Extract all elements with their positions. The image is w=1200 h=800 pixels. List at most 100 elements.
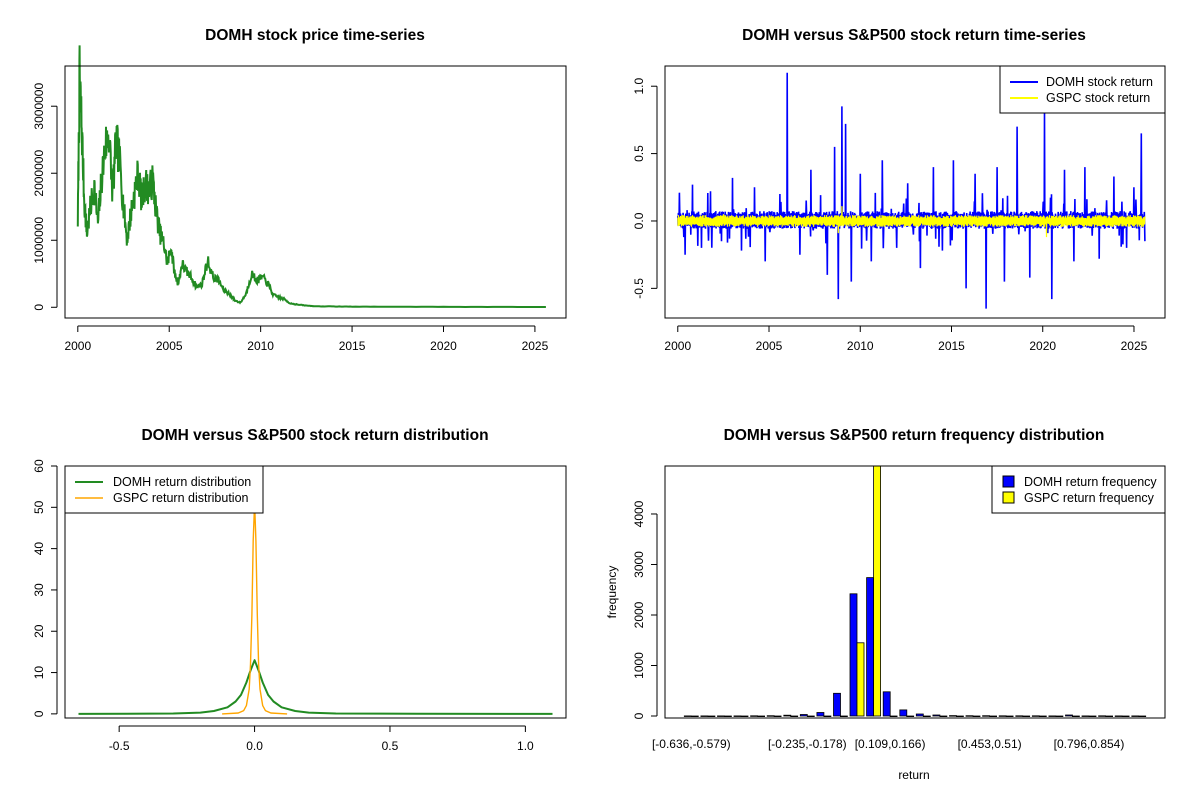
- domh-frequency-bar: [915, 713, 924, 717]
- domh-frequency-bar: [1081, 715, 1090, 717]
- frequency-y-tick-label: 3000: [632, 551, 646, 578]
- domh-frequency-bar: [833, 692, 841, 717]
- panel-density: DOMH versus S&P500 stock return distribu…: [32, 427, 567, 753]
- gspc-frequency-bar: [757, 715, 765, 718]
- return-ts-y-axis: -0.5 0.0 0.5 1.0: [632, 78, 658, 299]
- domh-frequency-bar: [998, 715, 1007, 717]
- gspc-frequency-bar: [972, 715, 981, 718]
- panel-price: DOMH stock price time-series 2000 2005 201…: [32, 27, 567, 353]
- domh-frequency-bar: [849, 593, 858, 717]
- return-ts-y-tick-label: 0.5: [632, 145, 646, 162]
- gspc-frequency-bar: [790, 715, 799, 718]
- density-x-tick-label: 0.0: [246, 739, 263, 753]
- density-y-tick-label: 0: [32, 710, 46, 717]
- frequency-y-tick-label: 1000: [632, 652, 646, 679]
- gspc-frequency-bar: [840, 715, 848, 718]
- density-x-axis: -0.5 0.0 0.5 1.0: [109, 725, 534, 753]
- density-x-tick-label: -0.5: [109, 739, 130, 753]
- gspc-frequency-bar: [1105, 715, 1113, 718]
- return-ts-plot-frame: [664, 65, 1166, 319]
- price-title: DOMH stock price time-series: [205, 27, 425, 44]
- domh-frequency-bar: [882, 691, 891, 717]
- gspc-frequency-bar: [989, 715, 997, 718]
- legend-label-gspc-frequency: GSPC return frequency: [1024, 491, 1155, 505]
- gspc-frequency-bar: [707, 715, 716, 718]
- domh-frequency-bar: [700, 715, 709, 717]
- price-y-tick-label: 1000000: [32, 217, 46, 264]
- price-x-tick-label: 2005: [156, 339, 183, 353]
- density-y-tick-label: 60: [32, 459, 46, 473]
- domh-frequency-bar: [1015, 715, 1024, 717]
- frequency-y-axis: 0 1000 2000 3000 4000: [632, 500, 658, 719]
- price-plot-frame: [64, 65, 567, 319]
- price-line: [76, 45, 546, 309]
- gspc-frequency-bar: [873, 465, 881, 717]
- return-ts-x-tick-label: 2005: [756, 339, 783, 353]
- gspc-frequency-bar: [773, 715, 782, 718]
- return-ts-y-tick-label: 0.0: [632, 212, 646, 229]
- frequency-legend: DOMH return frequency GSPC return freque…: [991, 465, 1166, 514]
- domh-frequency-bar: [932, 714, 941, 717]
- density-legend-box: [64, 465, 264, 514]
- density-y-tick-label: 40: [32, 542, 46, 556]
- gspc-frequency-bar: [856, 642, 865, 717]
- gspc-density-line: [222, 502, 288, 715]
- return-ts-series-layer: [677, 72, 1146, 309]
- domh-frequency-bar: [965, 715, 974, 717]
- return-ts-title: DOMH versus S&P500 stock return time-ser…: [742, 27, 1086, 44]
- return-ts-y-tick-label: -0.5: [632, 278, 646, 299]
- domh-frequency-bar: [750, 715, 758, 717]
- domh-frequency-bar: [1048, 715, 1057, 717]
- gspc-frequency-bar: [939, 715, 948, 718]
- gspc-frequency-bar: [1055, 715, 1064, 718]
- density-y-tick-label: 20: [32, 624, 46, 638]
- frequency-x-tick-label: [-0.235,-0.178): [768, 737, 847, 751]
- density-y-tick-label: 50: [32, 500, 46, 514]
- frequency-x-axis: [-0.636,-0.579) [-0.235,-0.178) [0.109,0.1…: [652, 737, 1124, 751]
- density-x-tick-label: 0.5: [382, 739, 399, 753]
- frequency-y-label: frequency: [605, 566, 619, 619]
- frequency-x-tick-label: [0.109,0.166): [855, 737, 926, 751]
- legend-label-domh-frequency: DOMH return frequency: [1024, 475, 1157, 489]
- domh-frequency-bar: [899, 709, 908, 717]
- gspc-frequency-bar: [1022, 715, 1031, 718]
- density-series-layer: [78, 502, 553, 715]
- domh-frequency-bar: [733, 715, 742, 717]
- domh-frequency-bar: [949, 715, 957, 717]
- domh-frequency-bar: [866, 577, 874, 717]
- domh-frequency-bar: [799, 714, 808, 717]
- gspc-frequency-bar: [922, 715, 931, 718]
- domh-frequency-bar: [783, 714, 792, 717]
- legend-swatch-gspc-frequency: [1002, 491, 1015, 504]
- domh-frequency-bar: [1031, 715, 1040, 717]
- domh-frequency-bar: [1098, 715, 1106, 717]
- gspc-frequency-bar: [806, 715, 815, 718]
- density-legend: DOMH return distribution GSPC return dis…: [64, 465, 264, 514]
- density-y-tick-label: 10: [32, 666, 46, 680]
- domh-frequency-bar: [1131, 715, 1140, 717]
- gspc-frequency-bar: [1005, 715, 1014, 718]
- density-y-axis: 0 10 20 30 40 50 60: [32, 459, 58, 717]
- frequency-x-label: return: [898, 768, 929, 782]
- gspc-frequency-bar: [1038, 715, 1047, 718]
- legend-label-domh-density: DOMH return distribution: [113, 475, 251, 489]
- domh-frequency-bar: [683, 715, 692, 717]
- domh-frequency-bar: [982, 715, 990, 717]
- domh-frequency-bar: [717, 715, 725, 717]
- price-y-tick-label: 0: [32, 304, 46, 311]
- gspc-frequency-bar: [906, 715, 915, 718]
- density-y-tick-label: 30: [32, 583, 46, 597]
- frequency-bars-layer: [683, 465, 1147, 718]
- price-x-axis: 2000 2005 2010 2015 2020 2025: [64, 325, 549, 353]
- price-y-tick-label: 3000000: [32, 83, 46, 130]
- domh-density-line: [78, 659, 553, 715]
- density-plot-frame: [64, 465, 567, 719]
- return-ts-x-tick-label: 2025: [1121, 339, 1148, 353]
- price-y-tick-label: 2000000: [32, 150, 46, 197]
- domh-frequency-bar: [1114, 715, 1123, 717]
- gspc-frequency-bar: [889, 715, 898, 718]
- legend-label-domh-return: DOMH stock return: [1046, 75, 1153, 89]
- return-ts-x-tick-label: 2010: [847, 339, 874, 353]
- frequency-y-tick-label: 0: [632, 712, 646, 719]
